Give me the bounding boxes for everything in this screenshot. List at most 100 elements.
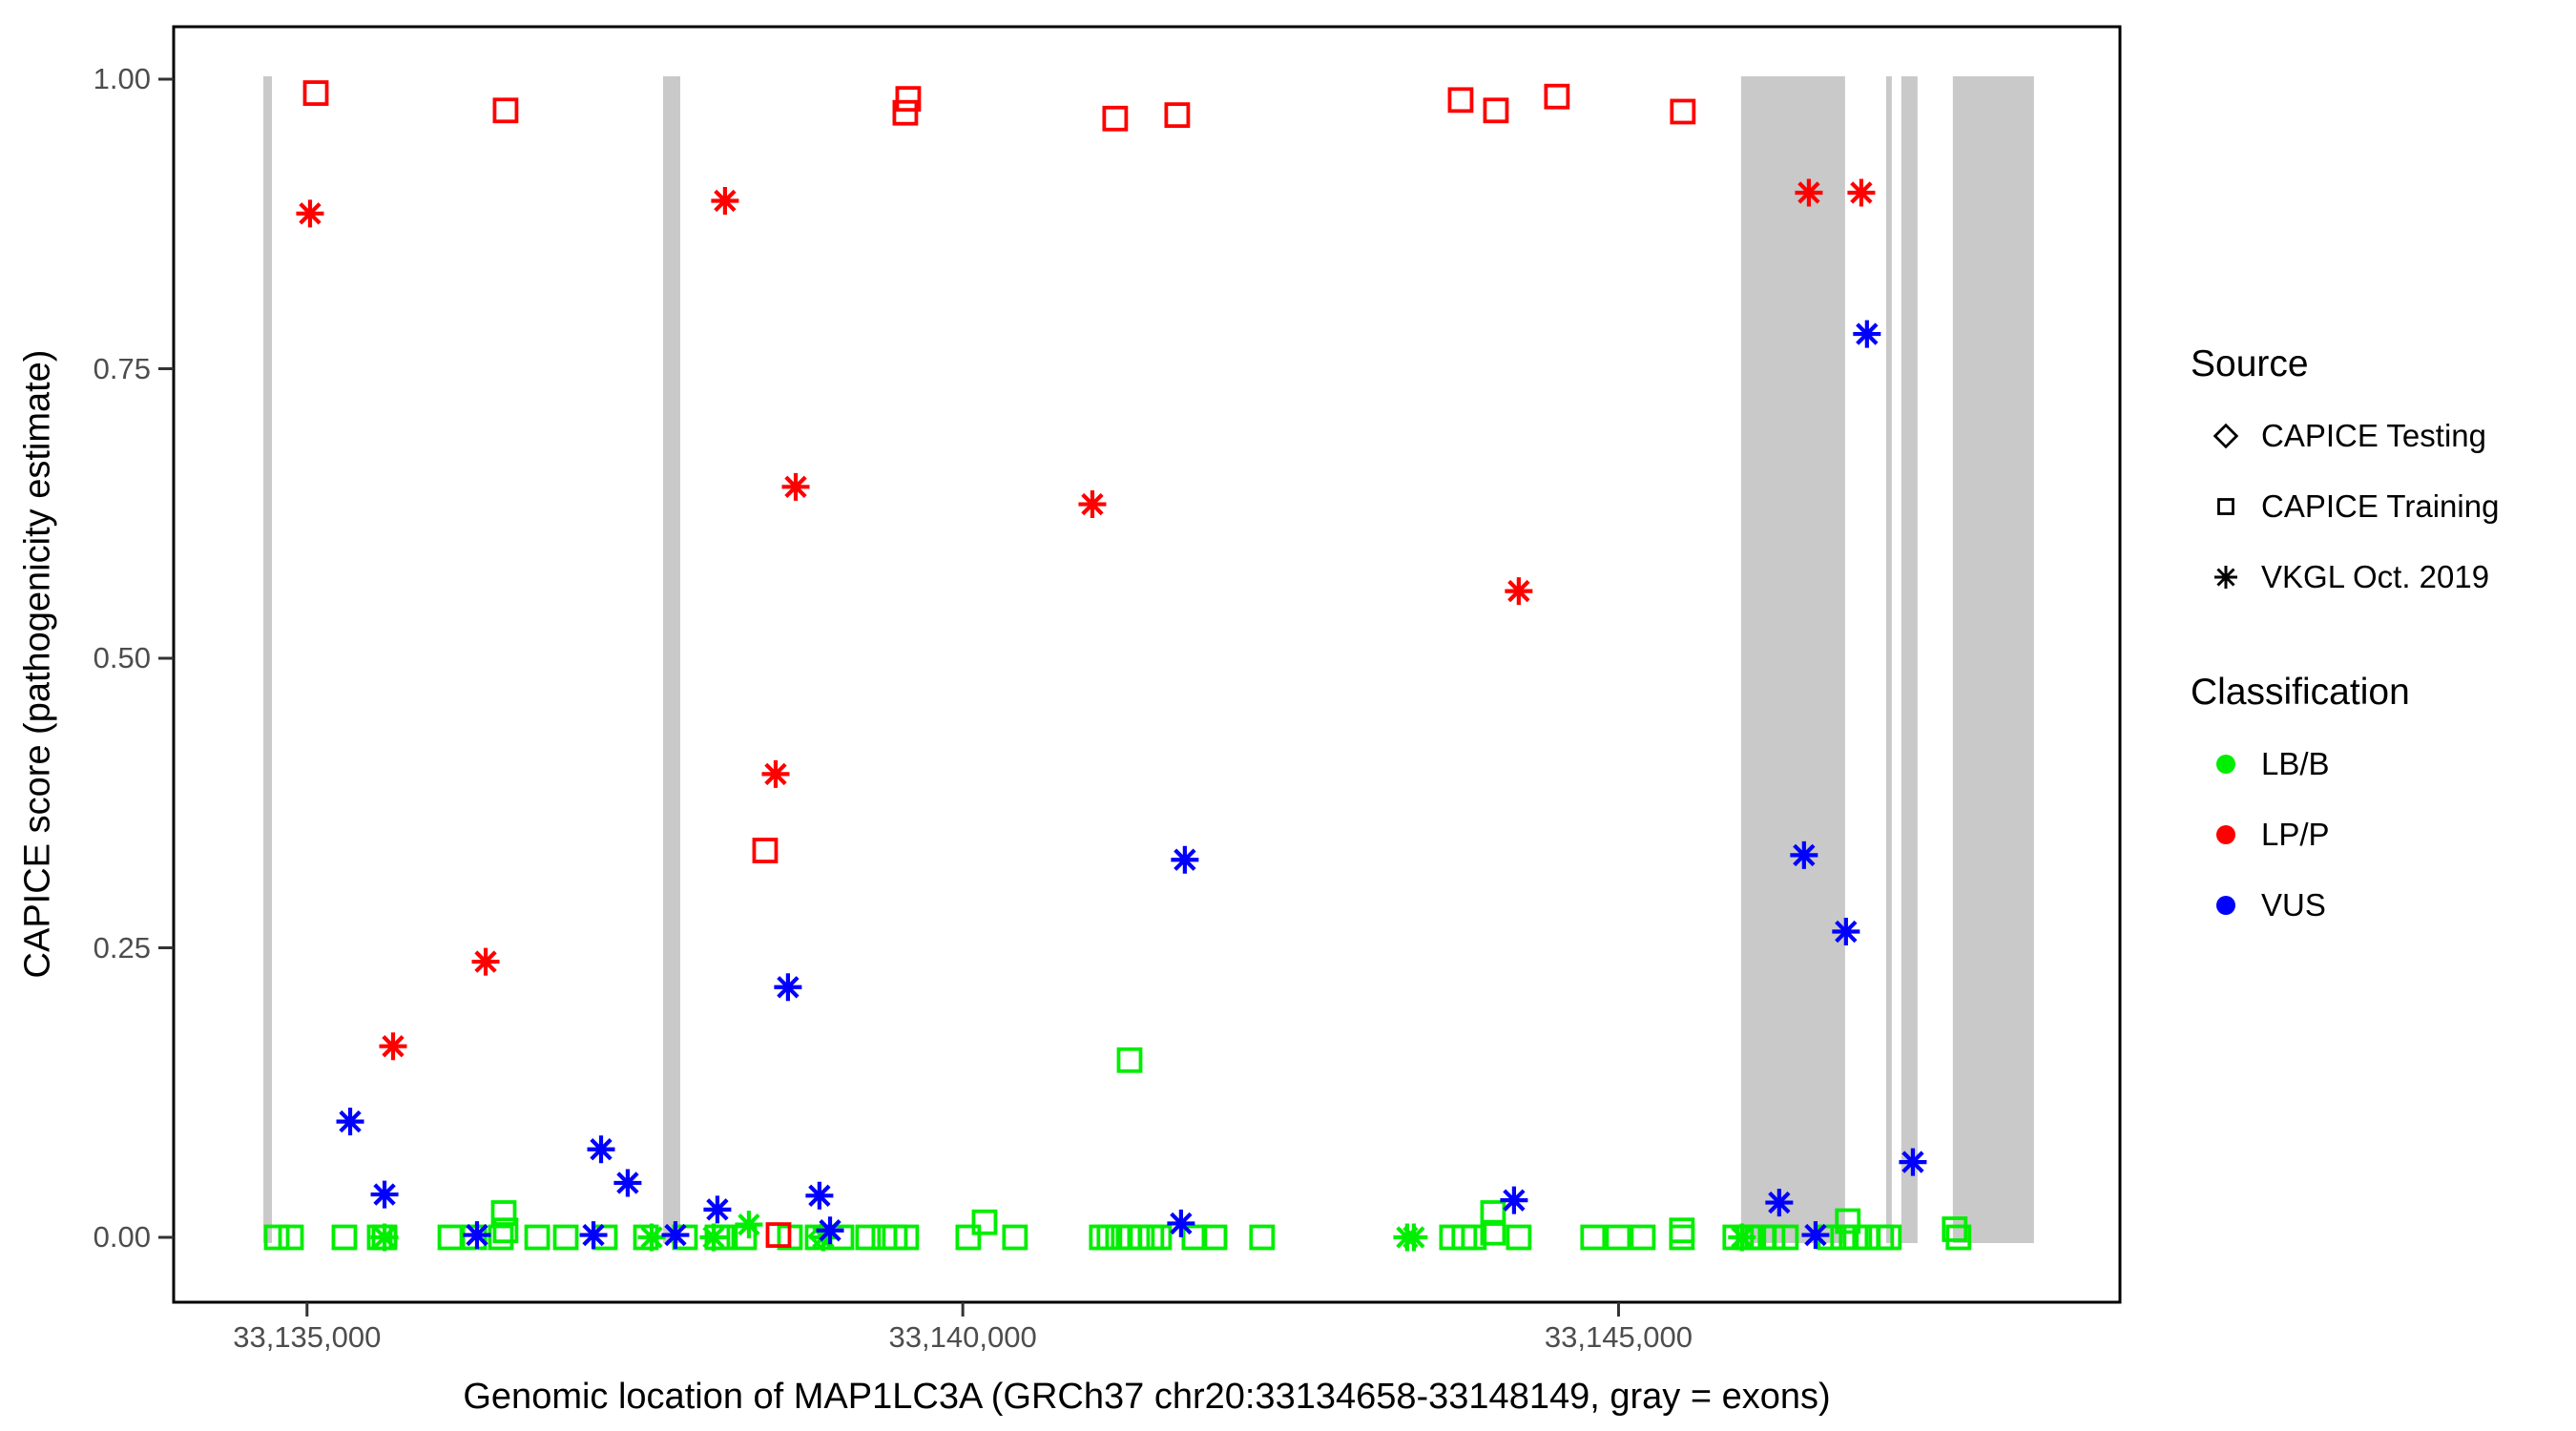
data-point-square bbox=[1942, 1216, 1968, 1242]
data-point-asterisk bbox=[579, 1221, 608, 1250]
data-point-asterisk bbox=[1795, 178, 1823, 207]
legend-label: LB/B bbox=[2261, 746, 2330, 781]
data-point-square bbox=[331, 1224, 358, 1251]
exon-band bbox=[263, 76, 272, 1243]
data-point-asterisk bbox=[781, 472, 810, 501]
lbb-color-swatch-icon bbox=[2216, 755, 2235, 774]
data-point-asterisk bbox=[1400, 1223, 1428, 1252]
data-point-asterisk bbox=[370, 1223, 399, 1252]
data-point-square bbox=[552, 1224, 579, 1251]
exon-band bbox=[1901, 76, 1918, 1243]
data-point-asterisk bbox=[1765, 1189, 1794, 1217]
data-point-asterisk bbox=[637, 1223, 666, 1252]
square-marker-icon bbox=[2191, 490, 2261, 523]
legend-item-vus: VUS bbox=[2191, 870, 2576, 941]
exon-band bbox=[1885, 76, 1892, 1243]
data-point-square bbox=[1544, 83, 1570, 110]
data-point-square bbox=[1461, 1224, 1487, 1251]
legend: Source CAPICE Testing CAPICE Training VK… bbox=[2191, 343, 2576, 941]
data-point-square bbox=[971, 1209, 998, 1235]
data-point-asterisk bbox=[1728, 1223, 1756, 1252]
data-point-square bbox=[278, 1224, 304, 1251]
data-point-asterisk bbox=[1899, 1148, 1927, 1176]
data-point-asterisk bbox=[587, 1135, 615, 1164]
data-point-asterisk bbox=[471, 947, 500, 976]
data-point-square bbox=[1249, 1224, 1276, 1251]
data-point-square bbox=[1201, 1224, 1228, 1251]
x-axis-title: Genomic location of MAP1LC3A (GRCh37 chr… bbox=[463, 1377, 1831, 1417]
data-point-asterisk bbox=[1078, 490, 1107, 519]
legend-label: VUS bbox=[2261, 887, 2326, 923]
data-point-square bbox=[488, 1224, 514, 1251]
data-point-square bbox=[1116, 1047, 1143, 1073]
x-tick-label: 33,145,000 bbox=[1544, 1320, 1693, 1354]
data-point-square bbox=[752, 838, 779, 863]
data-point-square bbox=[895, 86, 922, 113]
data-point-square bbox=[1669, 1224, 1695, 1251]
legend-source-title: Source bbox=[2191, 343, 2309, 384]
data-point-asterisk bbox=[296, 199, 324, 228]
data-point-square bbox=[1146, 1224, 1173, 1251]
legend-item-capice-training: CAPICE Training bbox=[2191, 471, 2576, 542]
data-point-asterisk bbox=[661, 1221, 690, 1250]
y-axis-title: CAPICE score (pathogenicity estimate) bbox=[17, 349, 58, 979]
y-tick-label: 0.00 bbox=[93, 1220, 151, 1254]
data-point-square bbox=[1876, 1224, 1902, 1251]
data-point-asterisk bbox=[1847, 178, 1876, 207]
data-point-square bbox=[1630, 1224, 1656, 1251]
data-point-asterisk bbox=[370, 1180, 399, 1209]
data-point-square bbox=[1945, 1224, 1972, 1251]
data-point-asterisk bbox=[816, 1216, 844, 1245]
data-point-square bbox=[893, 1224, 920, 1251]
data-point-square bbox=[1480, 1219, 1506, 1246]
data-point-square bbox=[1759, 1224, 1786, 1251]
data-point-square bbox=[492, 1217, 519, 1244]
data-point-square bbox=[461, 1224, 488, 1251]
legend-label: CAPICE Training bbox=[2261, 488, 2500, 524]
diamond-marker-icon bbox=[2191, 420, 2261, 452]
data-point-square bbox=[1835, 1208, 1861, 1234]
data-point-square bbox=[1605, 1224, 1631, 1251]
lpp-color-swatch-icon bbox=[2216, 825, 2235, 844]
x-tick-label: 33,140,000 bbox=[888, 1320, 1037, 1354]
data-point-asterisk bbox=[379, 1032, 407, 1061]
data-point-asterisk bbox=[774, 973, 802, 1002]
data-point-asterisk bbox=[699, 1223, 728, 1252]
legend-item-vkgl: VKGL Oct. 2019 bbox=[2191, 542, 2576, 612]
data-point-asterisk bbox=[805, 1181, 834, 1210]
data-point-asterisk bbox=[613, 1169, 642, 1197]
legend-classification-title: Classification bbox=[2191, 672, 2410, 713]
y-tick-label: 0.25 bbox=[93, 930, 151, 964]
data-point-square bbox=[1773, 1224, 1799, 1251]
data-point-asterisk bbox=[1505, 577, 1533, 606]
exon-band bbox=[663, 76, 681, 1243]
exon-band bbox=[1740, 76, 1845, 1243]
data-point-square bbox=[1089, 1224, 1115, 1251]
data-point-square bbox=[492, 97, 519, 124]
data-point-square bbox=[1669, 1217, 1695, 1244]
data-point-asterisk bbox=[703, 1195, 732, 1224]
data-point-asterisk bbox=[463, 1221, 491, 1250]
data-point-square bbox=[524, 1224, 551, 1251]
y-tick-label: 1.00 bbox=[93, 62, 151, 95]
data-point-square bbox=[955, 1224, 982, 1251]
data-point-asterisk bbox=[711, 186, 739, 215]
data-point-square bbox=[1670, 98, 1696, 125]
legend-label: VKGL Oct. 2019 bbox=[2261, 559, 2490, 594]
data-point-square bbox=[1483, 97, 1509, 124]
legend-item-lbb: LB/B bbox=[2191, 729, 2576, 799]
asterisk-marker-icon bbox=[2191, 561, 2261, 593]
data-point-asterisk bbox=[336, 1108, 364, 1136]
legend-item-lpp: LP/P bbox=[2191, 799, 2576, 870]
data-point-asterisk bbox=[1500, 1186, 1528, 1214]
data-point-square bbox=[263, 1224, 290, 1251]
legend-item-capice-testing: CAPICE Testing bbox=[2191, 401, 2576, 471]
data-point-square bbox=[302, 80, 329, 106]
legend-label: CAPICE Testing bbox=[2261, 418, 2486, 453]
data-point-square bbox=[1002, 1224, 1028, 1251]
data-point-asterisk bbox=[1167, 1209, 1195, 1237]
data-point-asterisk bbox=[761, 759, 790, 788]
exon-band bbox=[1952, 76, 2034, 1243]
data-point-asterisk bbox=[1790, 840, 1818, 869]
